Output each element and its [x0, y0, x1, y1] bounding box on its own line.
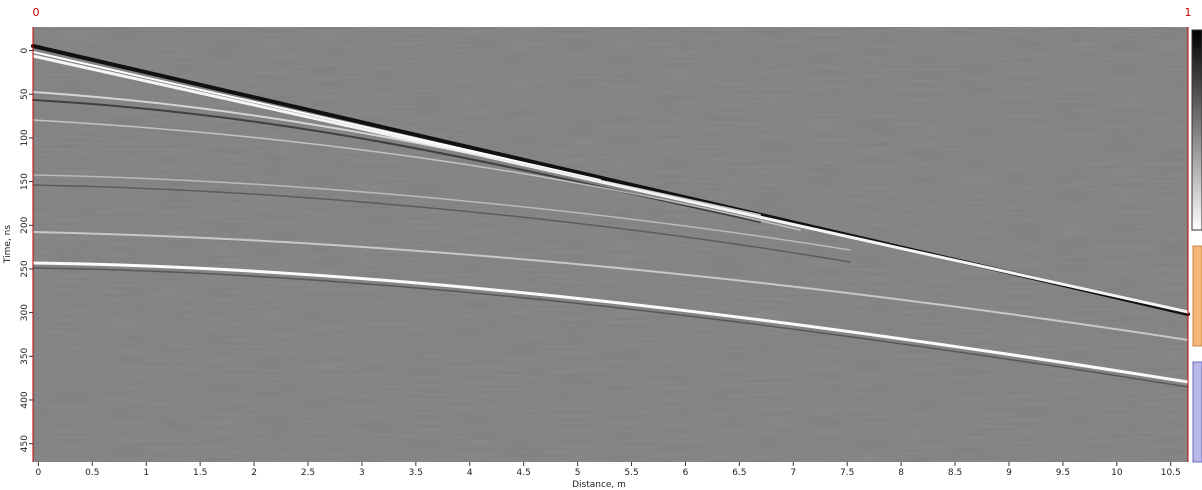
x-tick-label: 4.5	[517, 468, 531, 478]
x-tick-label: 6	[683, 468, 689, 478]
x-tick-label: 8.5	[948, 468, 962, 478]
x-tick-label: 7	[790, 468, 796, 478]
x-tick-label: 5.5	[624, 468, 638, 478]
x-tick-label: 9	[1006, 468, 1012, 478]
x-tick-label: 10	[1111, 468, 1123, 478]
panel-widget[interactable]	[1192, 361, 1202, 463]
y-tick-label: 250	[20, 260, 30, 277]
x-axis-title: Distance, m	[572, 480, 626, 490]
x-tick-label: 1.5	[193, 468, 207, 478]
y-tick-label: 400	[20, 391, 30, 408]
y-tick-label: 0	[20, 47, 30, 53]
y-tick-label: 50	[20, 88, 30, 100]
x-tick-label: 2.5	[301, 468, 315, 478]
x-tick-label: 4	[467, 468, 473, 478]
x-tick-label: 3	[359, 468, 365, 478]
x-tick-label: 3.5	[409, 468, 423, 478]
y-tick-label: 300	[20, 304, 30, 321]
y-axis-title: Time, ns	[3, 225, 13, 264]
x-tick-label: 2	[251, 468, 257, 478]
left-marker: 0	[33, 6, 40, 19]
side-panel	[1191, 29, 1202, 463]
right-marker: 1	[1185, 6, 1192, 19]
y-tick-label: 200	[20, 216, 30, 233]
x-tick-label: 1	[143, 468, 149, 478]
y-tick-label: 100	[20, 129, 30, 146]
color-bar	[1191, 29, 1202, 231]
x-tick-label: 8	[898, 468, 904, 478]
y-tick-label: 450	[20, 435, 30, 452]
x-tick-label: 10.5	[1161, 468, 1181, 478]
y-tick-label: 150	[20, 173, 30, 190]
y-tick-label: 350	[20, 347, 30, 364]
radargram-image	[31, 27, 1190, 462]
panel-widget[interactable]	[1192, 245, 1202, 347]
x-tick-label: 9.5	[1056, 468, 1070, 478]
x-tick-label: 0	[36, 468, 42, 478]
x-tick-label: 7.5	[840, 468, 854, 478]
x-tick-label: 5	[575, 468, 581, 478]
x-tick-label: 6.5	[732, 468, 746, 478]
x-tick-label: 0.5	[85, 468, 99, 478]
